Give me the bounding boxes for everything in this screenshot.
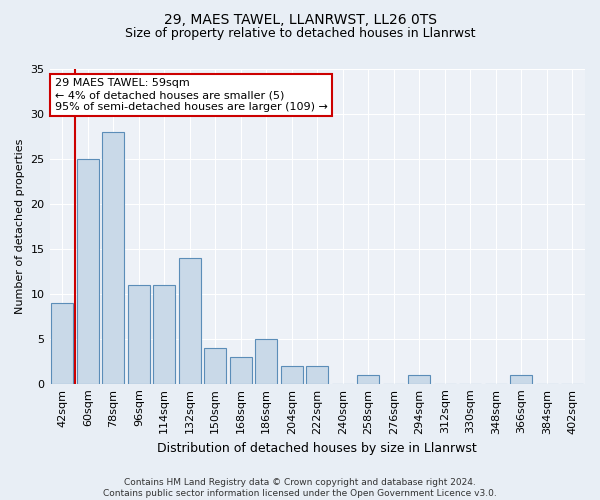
Text: 29, MAES TAWEL, LLANRWST, LL26 0TS: 29, MAES TAWEL, LLANRWST, LL26 0TS bbox=[163, 12, 437, 26]
Bar bbox=[409, 374, 430, 384]
Text: Size of property relative to detached houses in Llanrwst: Size of property relative to detached ho… bbox=[125, 28, 475, 40]
Bar bbox=[230, 356, 251, 384]
Y-axis label: Number of detached properties: Number of detached properties bbox=[15, 138, 25, 314]
Text: Contains HM Land Registry data © Crown copyright and database right 2024.
Contai: Contains HM Land Registry data © Crown c… bbox=[103, 478, 497, 498]
Bar bbox=[256, 338, 277, 384]
Bar bbox=[358, 374, 379, 384]
Bar bbox=[154, 285, 175, 384]
Bar bbox=[77, 159, 98, 384]
Bar bbox=[307, 366, 328, 384]
Bar bbox=[511, 374, 532, 384]
X-axis label: Distribution of detached houses by size in Llanrwst: Distribution of detached houses by size … bbox=[157, 442, 477, 455]
Bar bbox=[205, 348, 226, 384]
Bar bbox=[103, 132, 124, 384]
Bar bbox=[281, 366, 302, 384]
Text: 29 MAES TAWEL: 59sqm
← 4% of detached houses are smaller (5)
95% of semi-detache: 29 MAES TAWEL: 59sqm ← 4% of detached ho… bbox=[55, 78, 328, 112]
Bar bbox=[179, 258, 200, 384]
Bar bbox=[128, 285, 149, 384]
Bar bbox=[52, 303, 73, 384]
